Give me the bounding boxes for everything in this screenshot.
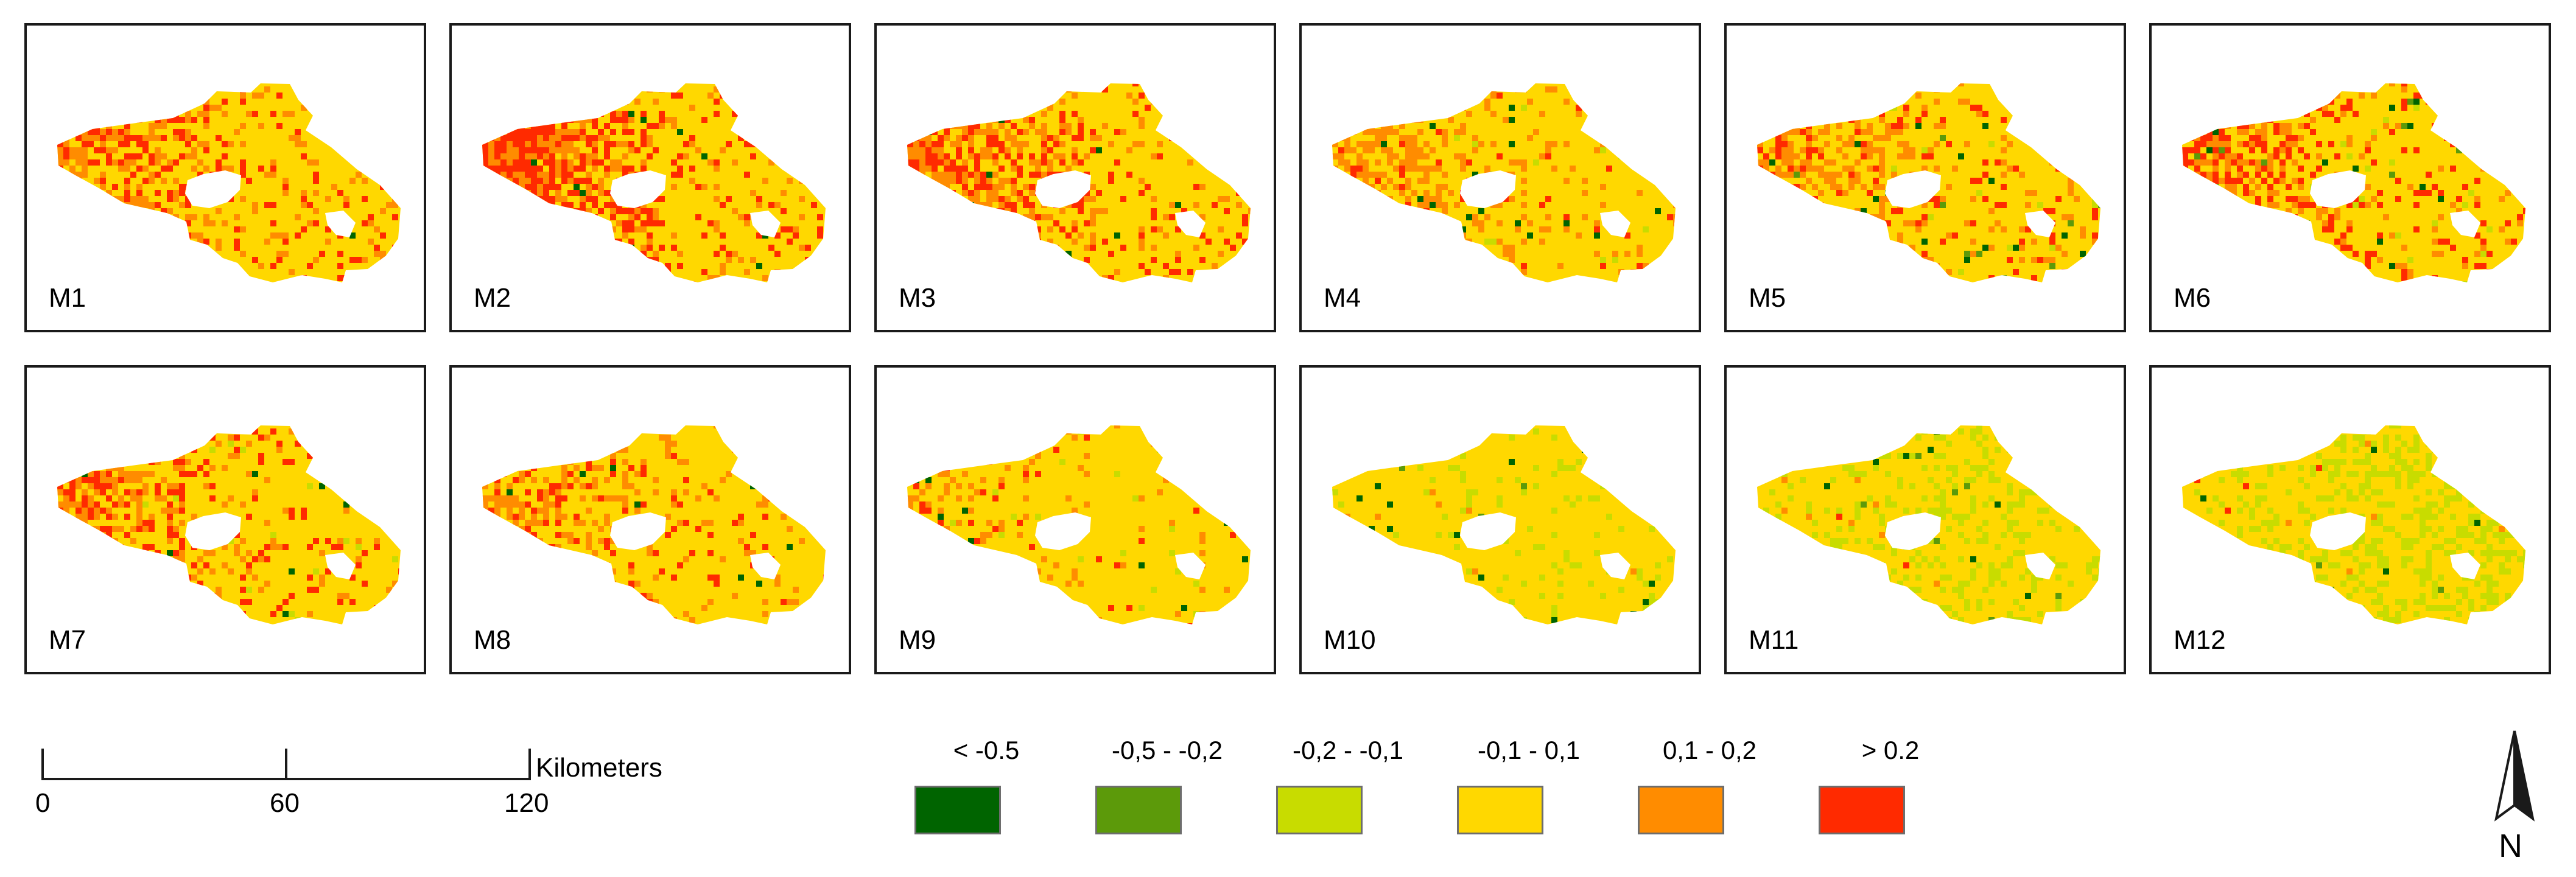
lake-hole bbox=[1035, 170, 1091, 208]
north-letter: N bbox=[2499, 828, 2522, 864]
lake-hole-small bbox=[2450, 553, 2480, 579]
north-arrow-icon bbox=[2494, 730, 2535, 822]
lake-hole-small bbox=[325, 553, 356, 579]
legend-swatch bbox=[1457, 786, 1543, 834]
lake-hole-small bbox=[1175, 211, 1206, 237]
legend-label: < -0.5 bbox=[953, 736, 1020, 764]
legend-item: < -0.5 bbox=[901, 738, 1084, 841]
map-image bbox=[907, 425, 1251, 624]
scale-bar: 0 60 120 Kilometers bbox=[35, 744, 705, 823]
legend-item: 0,1 - 0,2 bbox=[1624, 738, 1807, 841]
legend: < -0.5 -0,5 - -0,2 -0,2 - -0,1 -0,1 - 0,1 0,… bbox=[901, 738, 1919, 841]
panel-label: M1 bbox=[49, 283, 86, 313]
lake-hole-small bbox=[2025, 553, 2055, 579]
lake-hole bbox=[1035, 512, 1091, 550]
map-panel-m11: M11 bbox=[1724, 365, 2126, 674]
legend-label: > 0.2 bbox=[1861, 736, 1920, 764]
legend-item: -0,1 - 0,1 bbox=[1444, 738, 1626, 841]
lake-hole bbox=[610, 512, 666, 550]
lake-hole-small bbox=[2025, 211, 2055, 237]
scale-tick-0: 0 bbox=[35, 788, 51, 818]
map-image bbox=[1757, 83, 2100, 282]
scale-tick-120: 120 bbox=[504, 788, 549, 818]
legend-swatch bbox=[1095, 786, 1182, 834]
map-image bbox=[907, 83, 1251, 282]
legend-swatch bbox=[1638, 786, 1724, 834]
map-image bbox=[482, 83, 826, 282]
map-image bbox=[2182, 83, 2525, 282]
lake-hole-small bbox=[1600, 553, 1630, 579]
panel-label: M7 bbox=[49, 625, 86, 655]
lake-hole-small bbox=[1175, 553, 1206, 579]
map-image bbox=[1757, 425, 2100, 624]
panel-label: M6 bbox=[2174, 283, 2211, 313]
lake-hole bbox=[610, 170, 666, 208]
map-image bbox=[1332, 425, 1676, 624]
map-panel-m1: M1 bbox=[24, 23, 426, 332]
legend-item: > 0.2 bbox=[1805, 738, 1988, 841]
scale-unit-label: Kilometers bbox=[536, 753, 662, 783]
legend-item: -0,2 - -0,1 bbox=[1263, 738, 1445, 841]
panel-label: M9 bbox=[899, 625, 936, 655]
lake-hole bbox=[185, 170, 241, 208]
scale-tick-60: 60 bbox=[270, 788, 300, 818]
lake-hole-small bbox=[750, 553, 781, 579]
lake-hole bbox=[1460, 170, 1516, 208]
legend-swatch bbox=[1276, 786, 1363, 834]
map-panel-m6: M6 bbox=[2149, 23, 2551, 332]
map-panel-m5: M5 bbox=[1724, 23, 2126, 332]
map-image bbox=[2182, 425, 2525, 624]
legend-label: -0,1 - 0,1 bbox=[1477, 736, 1581, 764]
lake-hole bbox=[2310, 512, 2366, 550]
map-panel-m9: M9 bbox=[874, 365, 1276, 674]
lake-hole bbox=[1460, 512, 1516, 550]
map-panel-m10: M10 bbox=[1299, 365, 1701, 674]
legend-swatch bbox=[914, 786, 1001, 834]
map-panel-m2: M2 bbox=[449, 23, 851, 332]
map-image bbox=[482, 425, 826, 624]
lake-hole bbox=[1885, 170, 1941, 208]
map-image bbox=[1332, 83, 1676, 282]
legend-item: -0,5 - -0,2 bbox=[1082, 738, 1265, 841]
map-panel-m12: M12 bbox=[2149, 365, 2551, 674]
lake-hole-small bbox=[750, 211, 781, 237]
north-arrow: N bbox=[2478, 727, 2551, 867]
scale-bar-line bbox=[41, 749, 531, 780]
lake-hole-small bbox=[1600, 211, 1630, 237]
map-panels: M1 M2 M3 M4 M5 M6 M7 M8 M9 M10 M11 M12 bbox=[24, 23, 2551, 674]
legend-label: 0,1 - 0,2 bbox=[1662, 736, 1757, 764]
map-panel-m8: M8 bbox=[449, 365, 851, 674]
legend-label: -0,2 - -0,1 bbox=[1292, 736, 1404, 764]
map-image bbox=[57, 425, 401, 624]
panel-label: M4 bbox=[1324, 283, 1361, 313]
map-panel-m7: M7 bbox=[24, 365, 426, 674]
panel-label: M11 bbox=[1749, 625, 1799, 655]
panel-label: M5 bbox=[1749, 283, 1786, 313]
lake-hole-small bbox=[2450, 211, 2480, 237]
panel-label: M3 bbox=[899, 283, 936, 313]
lake-hole bbox=[185, 512, 241, 550]
map-panel-m3: M3 bbox=[874, 23, 1276, 332]
panel-label: M12 bbox=[2174, 625, 2226, 655]
panel-label: M2 bbox=[474, 283, 511, 313]
lake-hole bbox=[2310, 170, 2366, 208]
map-panel-m4: M4 bbox=[1299, 23, 1701, 332]
panel-label: M10 bbox=[1324, 625, 1376, 655]
legend-swatch bbox=[1819, 786, 1905, 834]
panel-label: M8 bbox=[474, 625, 511, 655]
lake-hole bbox=[1885, 512, 1941, 550]
map-image bbox=[57, 83, 401, 282]
legend-label: -0,5 - -0,2 bbox=[1111, 736, 1223, 764]
lake-hole-small bbox=[325, 211, 356, 237]
